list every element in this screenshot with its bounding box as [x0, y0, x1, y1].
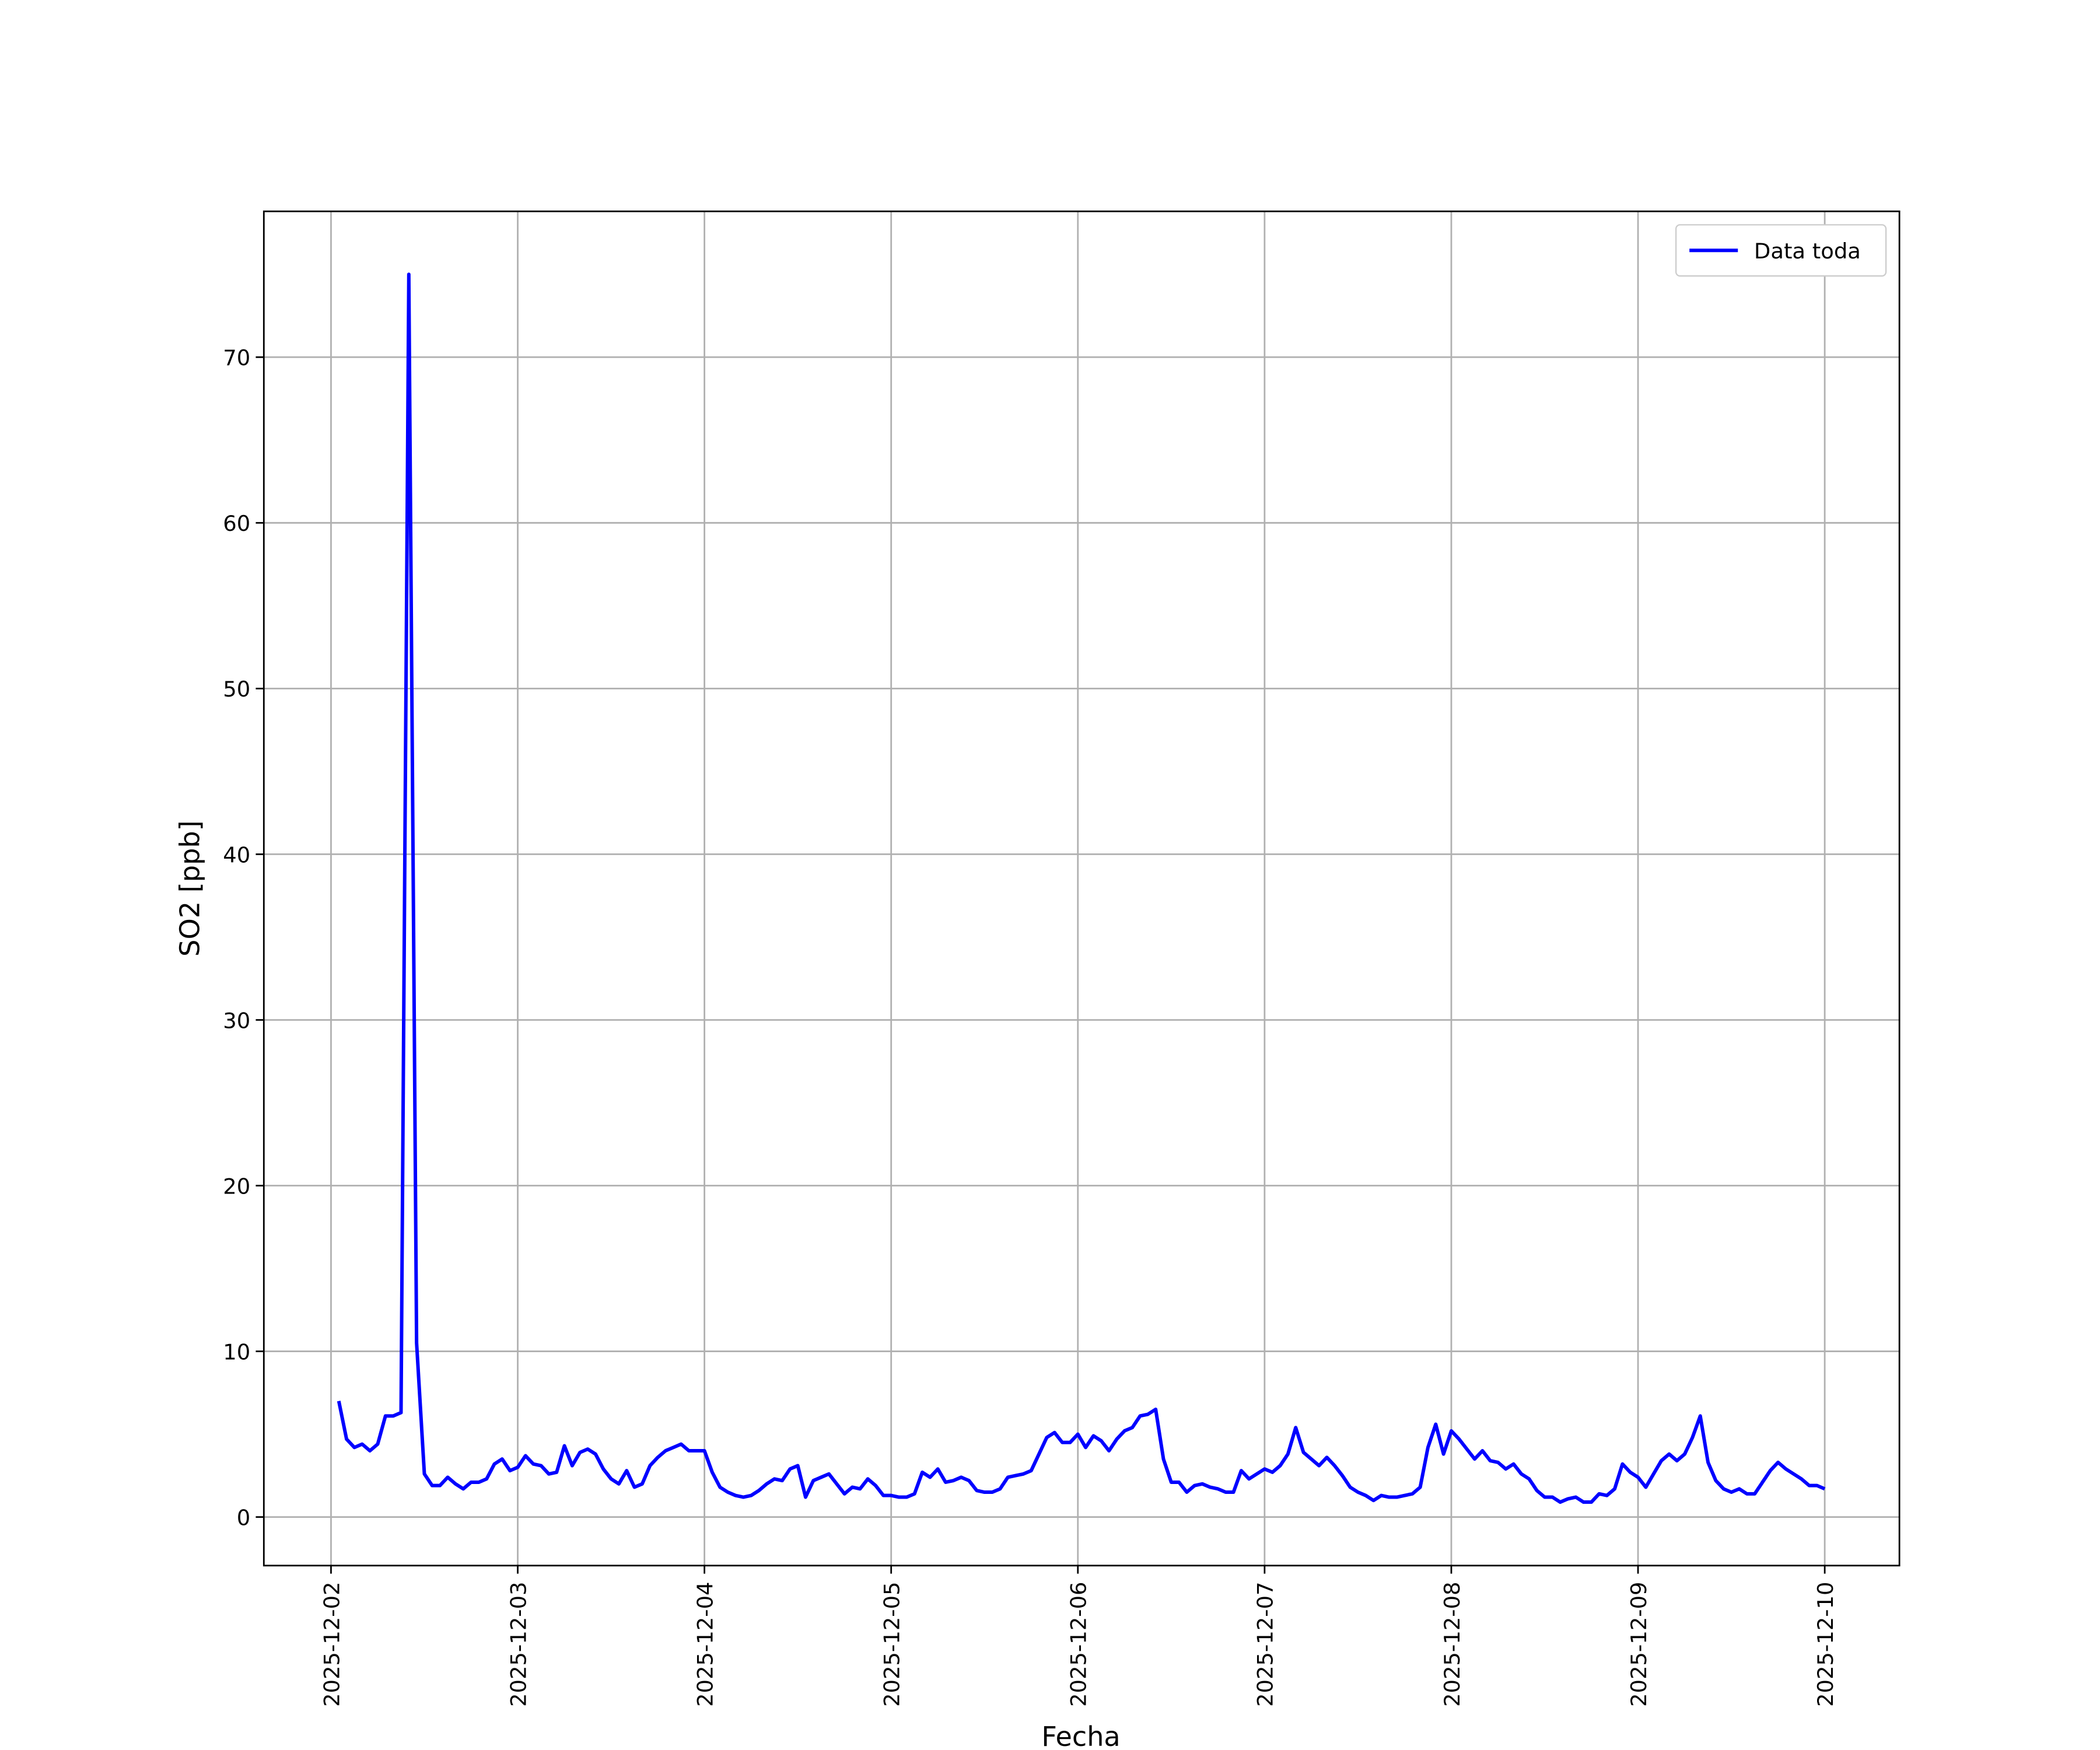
x-tick-label: 2025-12-09 [1626, 1582, 1651, 1707]
y-tick-label: 70 [223, 345, 250, 370]
y-tick-label: 30 [223, 1008, 250, 1033]
y-tick-label: 40 [223, 842, 250, 867]
legend-box [1675, 224, 1887, 277]
grid [264, 211, 1900, 1566]
x-tick-label: 2025-12-05 [880, 1582, 905, 1707]
data-line [337, 272, 1826, 1504]
y-tick-label: 50 [223, 677, 250, 702]
plot [337, 272, 1826, 1504]
y-axis-label: SO2 [ppb] [174, 820, 206, 957]
y-tick-label: 20 [223, 1174, 250, 1199]
y-tick-label: 60 [223, 511, 250, 536]
y-tick-label: 10 [223, 1339, 250, 1364]
x-tick-label: 2025-12-08 [1440, 1582, 1465, 1707]
x-tick-label: 2025-12-03 [506, 1582, 531, 1707]
y-tick-label: 0 [237, 1505, 250, 1530]
x-tick-label: 2025-12-10 [1813, 1582, 1838, 1707]
x-tick-label: 2025-12-07 [1253, 1582, 1278, 1707]
axes-frame [262, 210, 1901, 1567]
x-tick-label: 2025-12-02 [319, 1582, 344, 1707]
legend-label: Data toda [1754, 239, 1861, 264]
x-axis-label: Fecha [1041, 1721, 1120, 1750]
x-tick-label: 2025-12-04 [692, 1582, 718, 1707]
x-tick-label: 2025-12-06 [1066, 1582, 1091, 1707]
